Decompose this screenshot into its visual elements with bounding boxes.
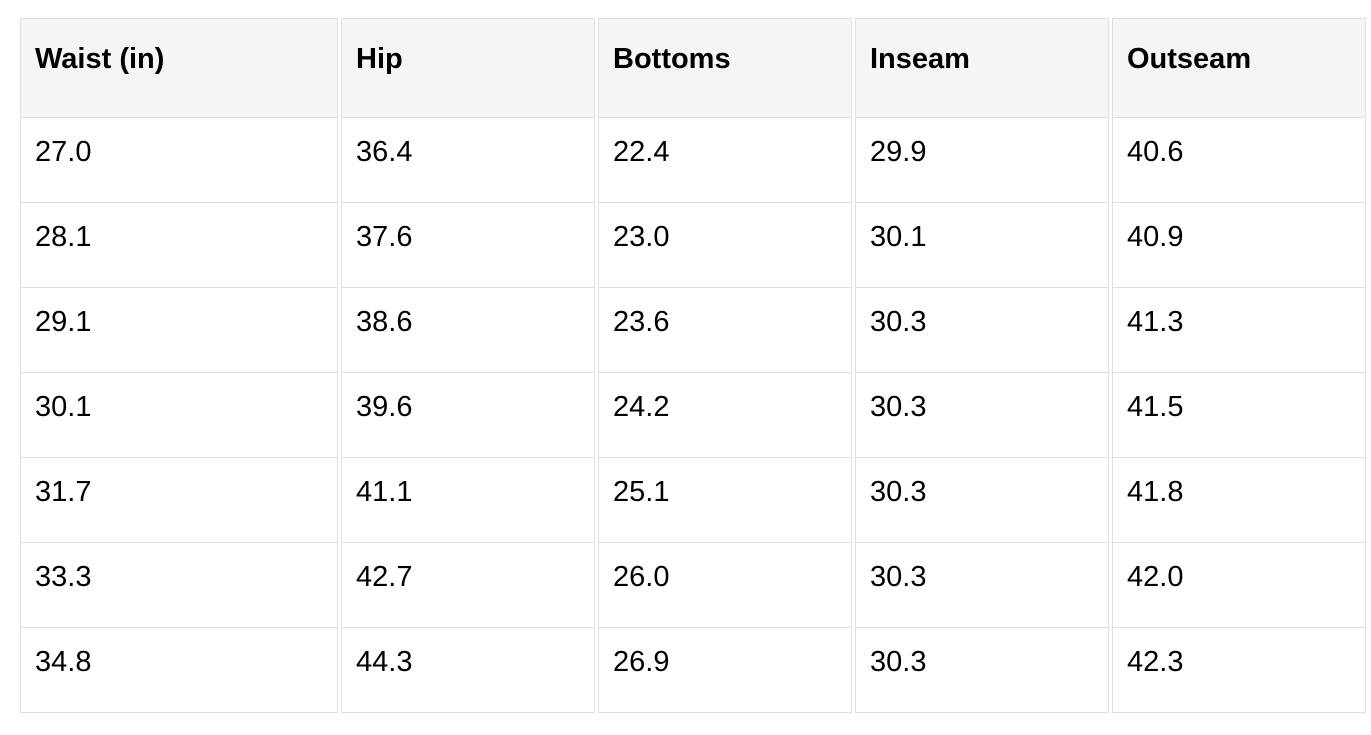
table-cell: 40.6 bbox=[1112, 118, 1366, 203]
table-cell: 29.1 bbox=[20, 288, 338, 373]
table-cell: 31.7 bbox=[20, 458, 338, 543]
table-cell: 38.6 bbox=[341, 288, 595, 373]
table-cell: 40.9 bbox=[1112, 203, 1366, 288]
table-cell: 29.9 bbox=[855, 118, 1109, 203]
table-row: 34.8 44.3 26.9 30.3 42.3 bbox=[20, 628, 1366, 713]
table-row: 27.0 36.4 22.4 29.9 40.6 bbox=[20, 118, 1366, 203]
table-cell: 24.2 bbox=[598, 373, 852, 458]
table-cell: 44.3 bbox=[341, 628, 595, 713]
table-cell: 30.3 bbox=[855, 373, 1109, 458]
table-cell: 37.6 bbox=[341, 203, 595, 288]
column-header-waist: Waist (in) bbox=[20, 18, 338, 118]
table-row: 31.7 41.1 25.1 30.3 41.8 bbox=[20, 458, 1366, 543]
table-cell: 33.3 bbox=[20, 543, 338, 628]
table-header-row: Waist (in) Hip Bottoms Inseam Outseam bbox=[20, 18, 1366, 118]
table-cell: 41.5 bbox=[1112, 373, 1366, 458]
table-cell: 30.3 bbox=[855, 288, 1109, 373]
table-cell: 42.7 bbox=[341, 543, 595, 628]
table-cell: 25.1 bbox=[598, 458, 852, 543]
table-cell: 41.1 bbox=[341, 458, 595, 543]
table-cell: 30.1 bbox=[20, 373, 338, 458]
table-row: 29.1 38.6 23.6 30.3 41.3 bbox=[20, 288, 1366, 373]
column-header-bottoms: Bottoms bbox=[598, 18, 852, 118]
table-cell: 28.1 bbox=[20, 203, 338, 288]
size-chart-container: Waist (in) Hip Bottoms Inseam Outseam 27… bbox=[17, 18, 1369, 713]
table-row: 28.1 37.6 23.0 30.1 40.9 bbox=[20, 203, 1366, 288]
table-cell: 22.4 bbox=[598, 118, 852, 203]
table-row: 30.1 39.6 24.2 30.3 41.5 bbox=[20, 373, 1366, 458]
table-cell: 27.0 bbox=[20, 118, 338, 203]
table-cell: 36.4 bbox=[341, 118, 595, 203]
column-header-outseam: Outseam bbox=[1112, 18, 1366, 118]
table-cell: 41.8 bbox=[1112, 458, 1366, 543]
table-row: 33.3 42.7 26.0 30.3 42.0 bbox=[20, 543, 1366, 628]
column-header-inseam: Inseam bbox=[855, 18, 1109, 118]
table-cell: 30.3 bbox=[855, 628, 1109, 713]
table-cell: 30.3 bbox=[855, 543, 1109, 628]
size-chart-table: Waist (in) Hip Bottoms Inseam Outseam 27… bbox=[17, 18, 1369, 713]
table-cell: 42.0 bbox=[1112, 543, 1366, 628]
table-cell: 34.8 bbox=[20, 628, 338, 713]
table-cell: 39.6 bbox=[341, 373, 595, 458]
table-cell: 23.0 bbox=[598, 203, 852, 288]
table-cell: 30.3 bbox=[855, 458, 1109, 543]
table-cell: 41.3 bbox=[1112, 288, 1366, 373]
table-cell: 26.9 bbox=[598, 628, 852, 713]
table-cell: 23.6 bbox=[598, 288, 852, 373]
table-cell: 26.0 bbox=[598, 543, 852, 628]
table-cell: 30.1 bbox=[855, 203, 1109, 288]
table-cell: 42.3 bbox=[1112, 628, 1366, 713]
column-header-hip: Hip bbox=[341, 18, 595, 118]
